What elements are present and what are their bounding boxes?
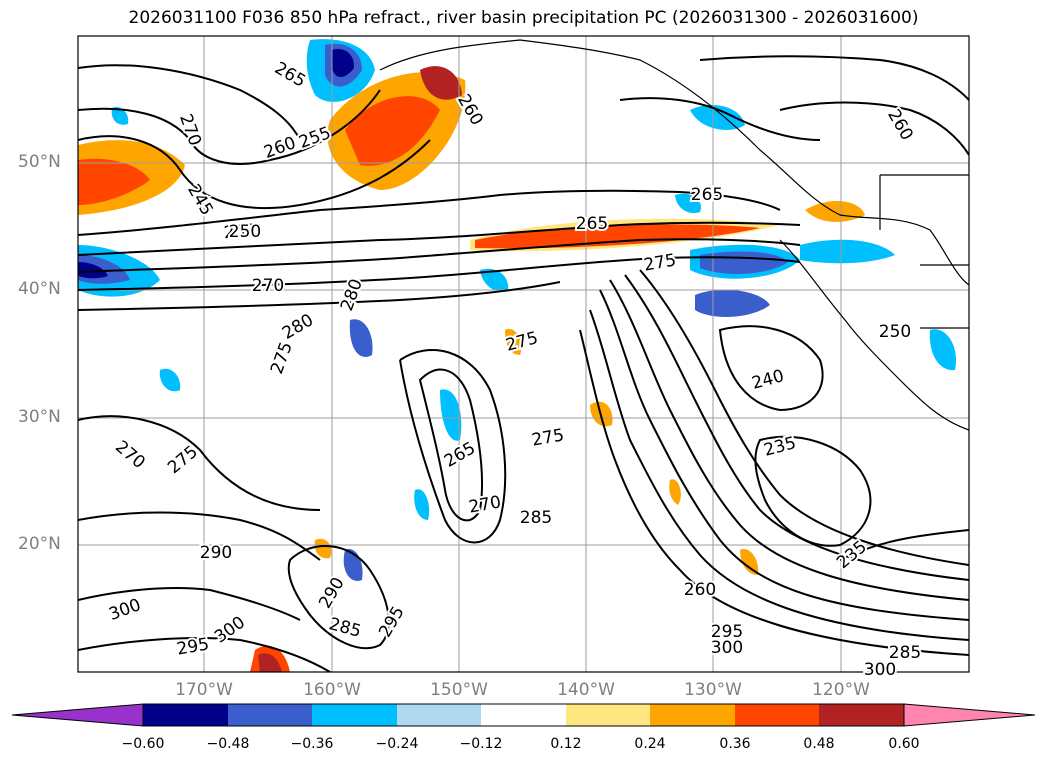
- contour-label-halo: 290: [200, 543, 232, 563]
- contour-label: 290: [200, 543, 232, 563]
- colorbar-tick-label: 0.12: [550, 736, 582, 752]
- colorbar-tick-label: −0.36: [290, 736, 334, 752]
- contour-label: 300: [864, 660, 896, 680]
- contour-label-halo: 265: [691, 185, 723, 205]
- contour-label-halo: 295: [711, 622, 743, 642]
- colorbar-segment: [228, 704, 312, 726]
- coastlines: [379, 39, 969, 431]
- lat-label: 20°N: [18, 534, 61, 554]
- lat-label: 30°N: [18, 407, 61, 427]
- colorbar-segment: [819, 704, 904, 726]
- contour-label-halo: 285: [889, 643, 921, 663]
- contour-label: 250: [223, 221, 257, 244]
- contour-label-halo: 265: [576, 214, 608, 234]
- contour-label: 295: [711, 622, 743, 642]
- colorbar-segment: [650, 704, 735, 726]
- contour-label-halo: 300: [711, 638, 743, 658]
- colorbar-segment: [566, 704, 650, 726]
- colorbar-tick-label: −0.60: [121, 736, 165, 752]
- contour-label: 285: [889, 643, 921, 663]
- contour-label-halo: 250: [229, 222, 261, 242]
- colorbar-tick-label: −0.12: [459, 736, 503, 752]
- colorbar-tick-label: 0.48: [803, 736, 835, 752]
- colorbar-extend-low: [11, 703, 144, 727]
- contour-label-halo: 250: [879, 322, 911, 342]
- colorbar-tick-label: 0.60: [888, 736, 920, 752]
- lon-label: 120°W: [812, 680, 870, 700]
- lon-label: 140°W: [557, 680, 615, 700]
- graticule: [78, 36, 969, 672]
- chart-title: 2026031100 F036 850 hPa refract., river …: [128, 8, 919, 28]
- contour-label: 265: [691, 185, 723, 205]
- contour-label-halo: 260: [684, 580, 716, 600]
- contour-label: 250: [879, 322, 911, 342]
- lat-label: 50°N: [18, 152, 61, 172]
- contour-label-halo: 295: [175, 634, 210, 659]
- contour-label: 260: [684, 580, 716, 600]
- refractivity-contours: [78, 55, 969, 672]
- lon-label: 170°W: [175, 680, 233, 700]
- colorbar-tick-label: −0.48: [206, 736, 250, 752]
- lat-label: 40°N: [18, 279, 61, 299]
- colorbar: [11, 703, 1036, 727]
- lon-label: 150°W: [430, 680, 488, 700]
- colorbar-segment: [397, 704, 481, 726]
- colorbar-segment: [143, 704, 228, 726]
- contour-label-halo: 300: [864, 660, 896, 680]
- colorbar-tick-label: −0.24: [375, 736, 419, 752]
- contour-label: 270: [252, 276, 284, 296]
- colorbar-segment: [735, 704, 819, 726]
- map-frame: [77, 35, 970, 673]
- colorbar-tick-label: 0.24: [634, 736, 666, 752]
- contour-label-halo: 250: [223, 221, 257, 244]
- lon-label: 130°W: [684, 680, 742, 700]
- lon-label: 160°W: [303, 680, 361, 700]
- contour-label: 285: [520, 508, 552, 528]
- colorbar-segment: [481, 704, 566, 726]
- contour-label-halo: 270: [252, 276, 284, 296]
- contour-label-halo: 285: [520, 508, 552, 528]
- contour-label: 300: [711, 638, 743, 658]
- contour-label: 250: [229, 222, 261, 242]
- colorbar-tick-label: 0.36: [719, 736, 751, 752]
- colorbar-segment: [312, 704, 397, 726]
- colorbar-extend-high: [903, 703, 1036, 727]
- colorbar-frame: [142, 703, 905, 727]
- contour-label: 265: [576, 214, 608, 234]
